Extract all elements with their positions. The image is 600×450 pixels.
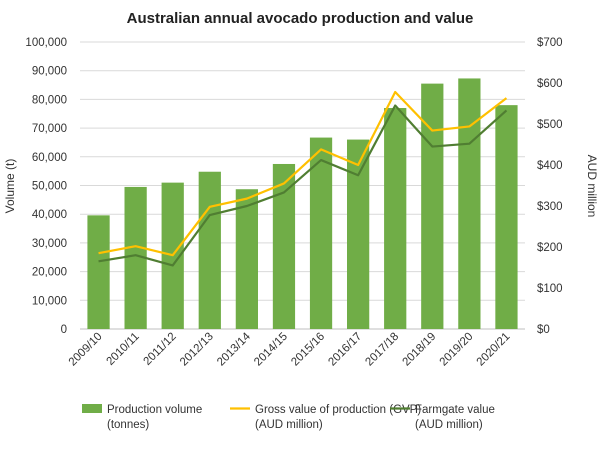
gridlines <box>80 41 525 330</box>
bar <box>124 186 147 329</box>
x-tick-label: 2013/14 <box>215 330 253 368</box>
x-tick-label: 2011/12 <box>142 331 179 368</box>
y2-tick-label: $300 <box>537 201 563 213</box>
y-tick-label: 80,000 <box>32 94 67 106</box>
right-axis-ticks: $0 $100 $200 $300 $400 $500 $600 $700 <box>537 37 563 336</box>
bar <box>458 78 481 329</box>
y2-tick-label: $600 <box>537 78 563 90</box>
x-tick-label: 2019/20 <box>438 331 476 369</box>
y2-tick-label: $700 <box>537 37 563 49</box>
y2-tick-label: $500 <box>537 119 563 131</box>
y-tick-label: 70,000 <box>32 123 67 135</box>
legend: Production volume (tonnes) Gross value of … <box>82 404 495 431</box>
x-tick-label: 2020/21 <box>475 331 513 369</box>
y-tick-label: 20,000 <box>32 267 67 279</box>
y-axis-label: Volume (t) <box>3 159 17 214</box>
y-tick-label: 40,000 <box>32 209 67 221</box>
y-tick-label: 30,000 <box>32 238 67 250</box>
y2-tick-label: $400 <box>537 160 563 172</box>
bar <box>421 83 444 330</box>
x-tick-label: 2017/18 <box>363 331 401 369</box>
y2-tick-label: $0 <box>537 324 550 336</box>
bar <box>384 108 407 329</box>
x-axis-ticks: 2009/10 2010/11 2011/12 2012/13 2013/14 2014/… <box>67 330 513 368</box>
x-tick-label: 2014/15 <box>252 331 290 369</box>
x-tick-label: 2016/17 <box>326 331 364 369</box>
bar <box>235 189 258 329</box>
x-tick-label: 2018/19 <box>401 331 439 369</box>
legend-label: Production volume <box>107 404 202 416</box>
series-line-1 <box>98 90 508 257</box>
bar <box>198 171 221 329</box>
line-series <box>98 90 508 267</box>
legend-label: (AUD million) <box>255 419 323 431</box>
x-tick-label: 2015/16 <box>289 331 327 369</box>
x-tick-label: 2012/13 <box>178 331 216 369</box>
x-tick-label: 2009/10 <box>67 331 105 369</box>
y-tick-label: 50,000 <box>32 181 67 193</box>
series-line-2 <box>98 104 508 267</box>
y2-tick-label: $100 <box>537 283 563 295</box>
legend-swatch-0 <box>82 404 102 413</box>
y2-axis-label: AUD million <box>585 155 599 218</box>
y-tick-label: 10,000 <box>32 295 67 307</box>
bar <box>495 105 518 329</box>
y-tick-label: 100,000 <box>25 37 67 49</box>
bar-series <box>87 78 518 330</box>
left-axis-ticks: 0 10,000 20,000 30,000 40,000 50,000 60,000 70,… <box>25 37 67 336</box>
legend-label: (tonnes) <box>107 419 149 431</box>
y-tick-label: 60,000 <box>32 152 67 164</box>
chart-title: Australian annual avocado production and… <box>127 10 474 27</box>
legend-label: Gross value of production (GVP) <box>255 404 421 416</box>
y2-tick-label: $200 <box>537 242 563 254</box>
legend-label: (AUD million) <box>415 419 483 431</box>
bar <box>87 215 110 329</box>
legend-label: Farmgate value <box>415 404 495 416</box>
y-tick-label: 0 <box>61 324 67 336</box>
bar <box>347 139 370 329</box>
y-tick-label: 90,000 <box>32 66 67 78</box>
x-tick-label: 2010/11 <box>104 331 141 368</box>
bar <box>272 163 296 329</box>
bar <box>309 137 333 329</box>
